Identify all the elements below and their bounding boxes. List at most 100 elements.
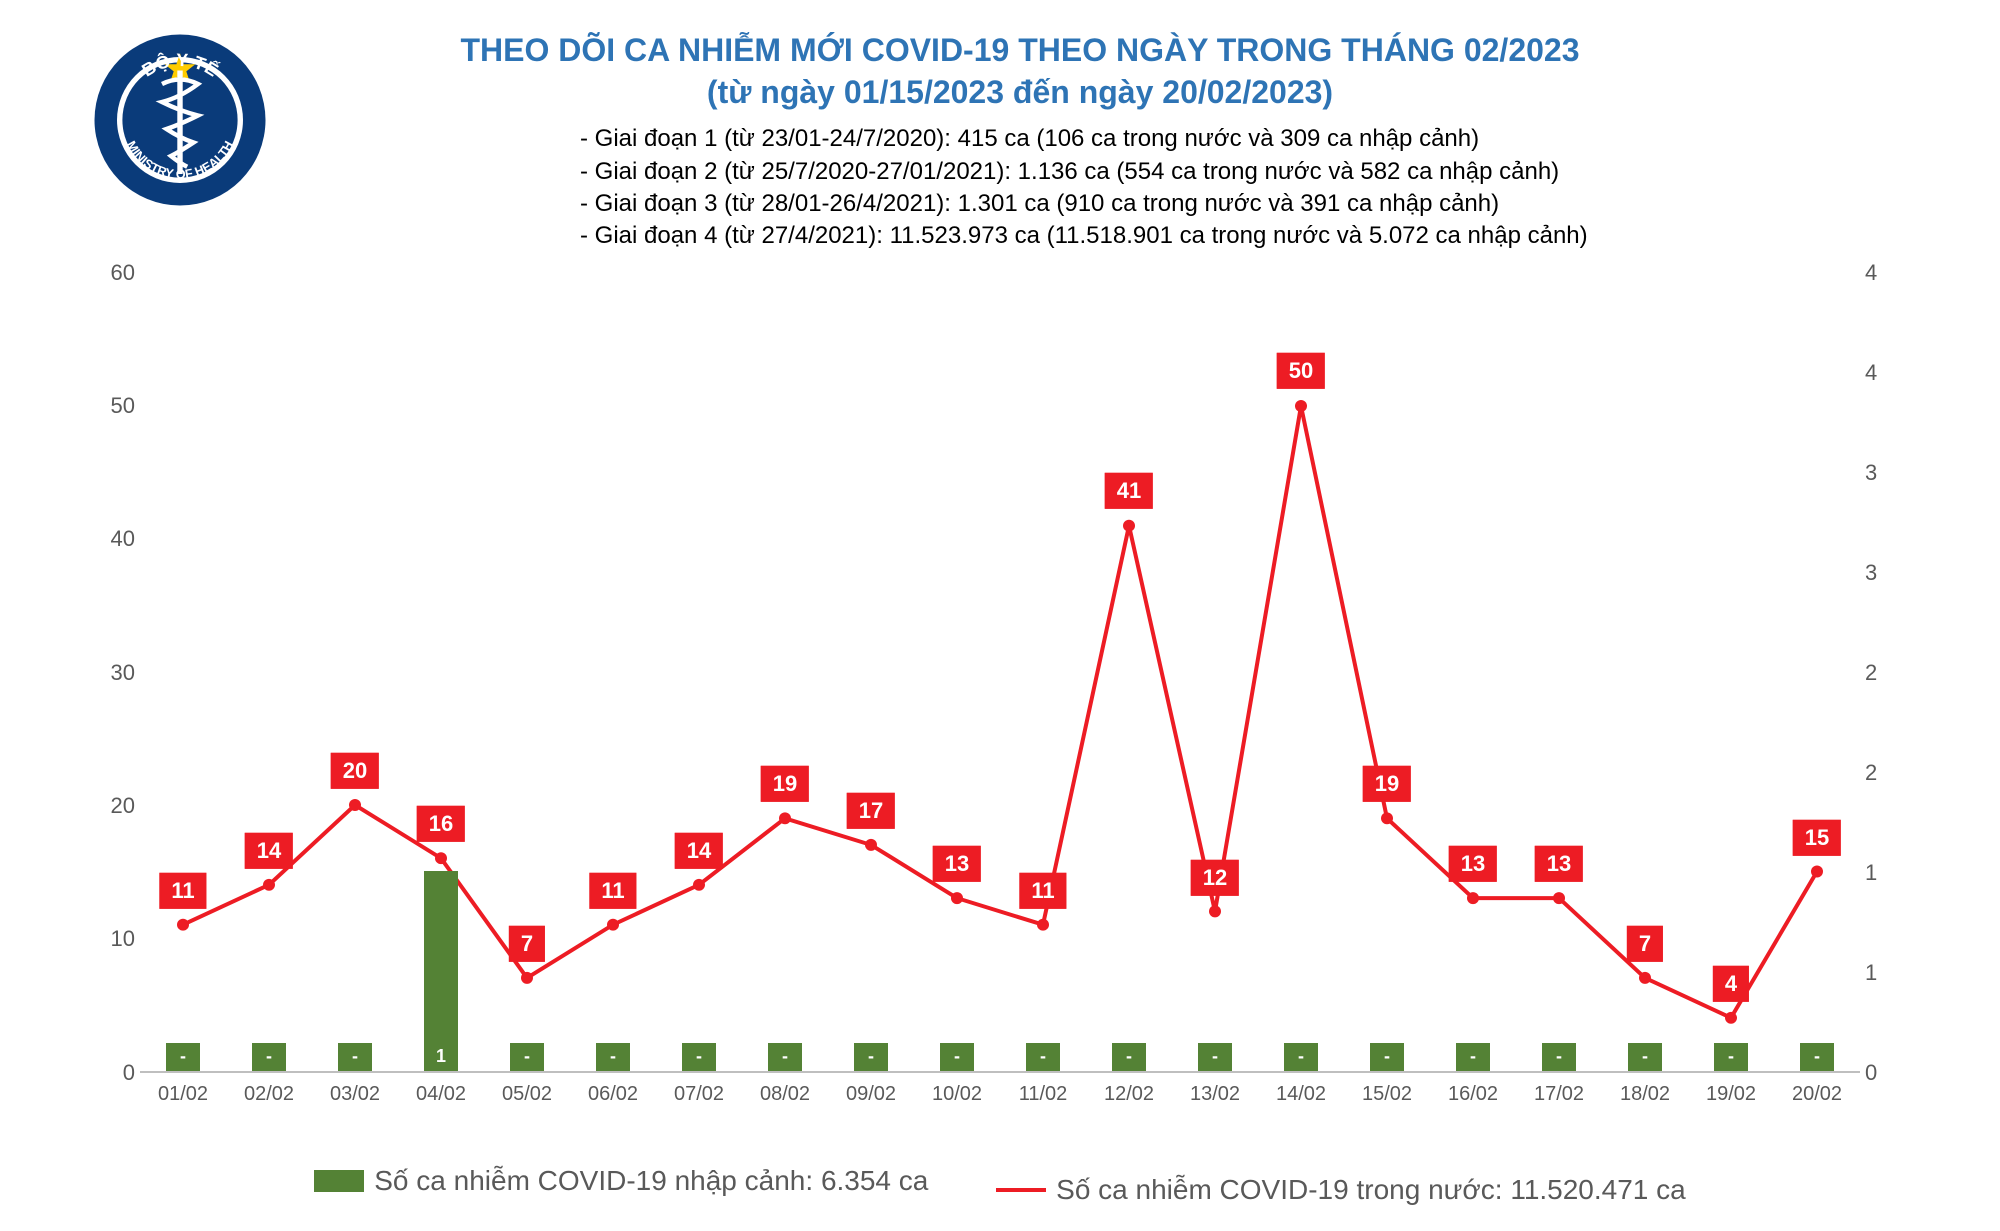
bar-label: - bbox=[774, 1044, 796, 1069]
chart-area: 0102030405060 011223344 -01/02-02/02-03/… bbox=[140, 273, 1860, 1143]
line-value-label: 50 bbox=[1277, 353, 1325, 389]
line-marker bbox=[177, 918, 189, 930]
x-axis-label: 12/02 bbox=[1104, 1083, 1154, 1106]
line-value-label: 19 bbox=[1363, 766, 1411, 802]
y-left-tick: 20 bbox=[85, 793, 135, 819]
x-axis-label: 04/02 bbox=[416, 1083, 466, 1106]
x-axis-label: 09/02 bbox=[846, 1083, 896, 1106]
bar-label: - bbox=[1634, 1044, 1656, 1069]
bar-label: - bbox=[1548, 1044, 1570, 1069]
bar-label: - bbox=[1118, 1044, 1140, 1069]
bar-label: - bbox=[516, 1044, 538, 1069]
x-axis-label: 03/02 bbox=[330, 1083, 380, 1106]
y-left-tick: 30 bbox=[85, 660, 135, 686]
y-left-tick: 0 bbox=[85, 1060, 135, 1086]
line-value-label: 11 bbox=[159, 873, 206, 909]
line-marker bbox=[693, 879, 705, 891]
line-marker bbox=[1553, 892, 1565, 904]
line-marker bbox=[865, 839, 877, 851]
legend-line-swatch bbox=[996, 1188, 1046, 1192]
line-value-label: 13 bbox=[1449, 846, 1497, 882]
x-axis-label: 02/02 bbox=[244, 1083, 294, 1106]
title-line1: THEO DÕI CA NHIỄM MỚI COVID-19 THEO NGÀY… bbox=[100, 30, 1940, 72]
line-series-svg bbox=[140, 273, 1860, 1071]
bar-label: - bbox=[1032, 1044, 1054, 1069]
bar-label: - bbox=[860, 1044, 882, 1069]
y-left-tick: 60 bbox=[85, 260, 135, 286]
line-marker bbox=[1725, 1012, 1737, 1024]
line-marker bbox=[1381, 812, 1393, 824]
line-marker bbox=[951, 892, 963, 904]
subtitle-2: - Giai đoạn 2 (từ 25/7/2020-27/01/2021):… bbox=[580, 156, 1720, 188]
line-value-label: 11 bbox=[589, 873, 636, 909]
y-right-tick: 0 bbox=[1865, 1060, 1915, 1086]
bar-label: - bbox=[1204, 1044, 1226, 1069]
bar bbox=[424, 871, 458, 1071]
y-right-tick: 2 bbox=[1865, 660, 1915, 686]
subtitle-block: - Giai đoạn 1 (từ 23/01-24/7/2020): 415 … bbox=[320, 123, 1720, 253]
bar-label: - bbox=[688, 1044, 710, 1069]
x-axis-label: 13/02 bbox=[1190, 1083, 1240, 1106]
legend-bar-swatch bbox=[314, 1170, 364, 1192]
line-marker bbox=[1467, 892, 1479, 904]
line-value-label: 7 bbox=[1627, 926, 1663, 962]
line-value-label: 14 bbox=[675, 833, 723, 869]
y-right-tick: 1 bbox=[1865, 860, 1915, 886]
bar-label: - bbox=[258, 1044, 280, 1069]
line-marker bbox=[263, 879, 275, 891]
bar-label: - bbox=[1462, 1044, 1484, 1069]
line-marker bbox=[435, 852, 447, 864]
line-value-label: 7 bbox=[509, 926, 545, 962]
bar-label: - bbox=[946, 1044, 968, 1069]
line-value-label: 17 bbox=[847, 793, 895, 829]
x-axis-label: 16/02 bbox=[1448, 1083, 1498, 1106]
line-marker bbox=[1295, 400, 1307, 412]
y-axis-left: 0102030405060 bbox=[85, 273, 135, 1143]
chart-container: BỘ Y TẾ MINISTRY OF HEALTH THEO DÕI CA N… bbox=[0, 0, 2000, 1231]
line-value-label: 11 bbox=[1019, 873, 1066, 909]
bar-label: - bbox=[602, 1044, 624, 1069]
y-right-tick: 4 bbox=[1865, 360, 1915, 386]
title-line2: (từ ngày 01/15/2023 đến ngày 20/02/2023) bbox=[100, 72, 1940, 114]
y-right-tick: 4 bbox=[1865, 260, 1915, 286]
bar-label: - bbox=[172, 1044, 194, 1069]
bar-label: - bbox=[1806, 1044, 1828, 1069]
line-value-label: 13 bbox=[933, 846, 981, 882]
y-left-tick: 50 bbox=[85, 393, 135, 419]
subtitle-4: - Giai đoạn 4 (từ 27/4/2021): 11.523.973… bbox=[580, 220, 1720, 252]
line-marker bbox=[521, 972, 533, 984]
subtitle-3: - Giai đoạn 3 (từ 28/01-26/4/2021): 1.30… bbox=[580, 188, 1720, 220]
x-axis-label: 10/02 bbox=[932, 1083, 982, 1106]
line-value-label: 12 bbox=[1191, 860, 1239, 896]
x-axis-label: 07/02 bbox=[674, 1083, 724, 1106]
line-value-label: 15 bbox=[1793, 820, 1841, 856]
line-marker bbox=[1639, 972, 1651, 984]
y-left-tick: 10 bbox=[85, 926, 135, 952]
line-value-label: 20 bbox=[331, 753, 379, 789]
line-marker bbox=[1037, 918, 1049, 930]
x-axis-label: 20/02 bbox=[1792, 1083, 1842, 1106]
line-marker bbox=[1209, 905, 1221, 917]
legend-bar: Số ca nhiễm COVID-19 nhập cảnh: 6.354 ca bbox=[314, 1165, 928, 1197]
plot-area: -01/02-02/02-03/02104/02-05/02-06/02-07/… bbox=[140, 273, 1860, 1073]
line-marker bbox=[1123, 519, 1135, 531]
legend: Số ca nhiễm COVID-19 nhập cảnh: 6.354 ca… bbox=[0, 1165, 2000, 1206]
subtitle-1: - Giai đoạn 1 (từ 23/01-24/7/2020): 415 … bbox=[580, 123, 1720, 155]
line-marker bbox=[349, 799, 361, 811]
x-axis-label: 01/02 bbox=[158, 1083, 208, 1106]
bar-label: - bbox=[1376, 1044, 1398, 1069]
legend-line-text: Số ca nhiễm COVID-19 trong nước: 11.520.… bbox=[1056, 1174, 1686, 1206]
line-value-label: 19 bbox=[761, 766, 809, 802]
x-axis-label: 06/02 bbox=[588, 1083, 638, 1106]
line-marker bbox=[607, 918, 619, 930]
x-axis-label: 15/02 bbox=[1362, 1083, 1412, 1106]
line-value-label: 13 bbox=[1535, 846, 1583, 882]
ministry-logo: BỘ Y TẾ MINISTRY OF HEALTH bbox=[90, 30, 270, 210]
x-axis-label: 17/02 bbox=[1534, 1083, 1584, 1106]
bar-label: - bbox=[1720, 1044, 1742, 1069]
line-value-label: 41 bbox=[1105, 473, 1153, 509]
x-axis-label: 19/02 bbox=[1706, 1083, 1756, 1106]
y-right-tick: 2 bbox=[1865, 760, 1915, 786]
x-axis-label: 11/02 bbox=[1019, 1083, 1068, 1106]
y-left-tick: 40 bbox=[85, 526, 135, 552]
